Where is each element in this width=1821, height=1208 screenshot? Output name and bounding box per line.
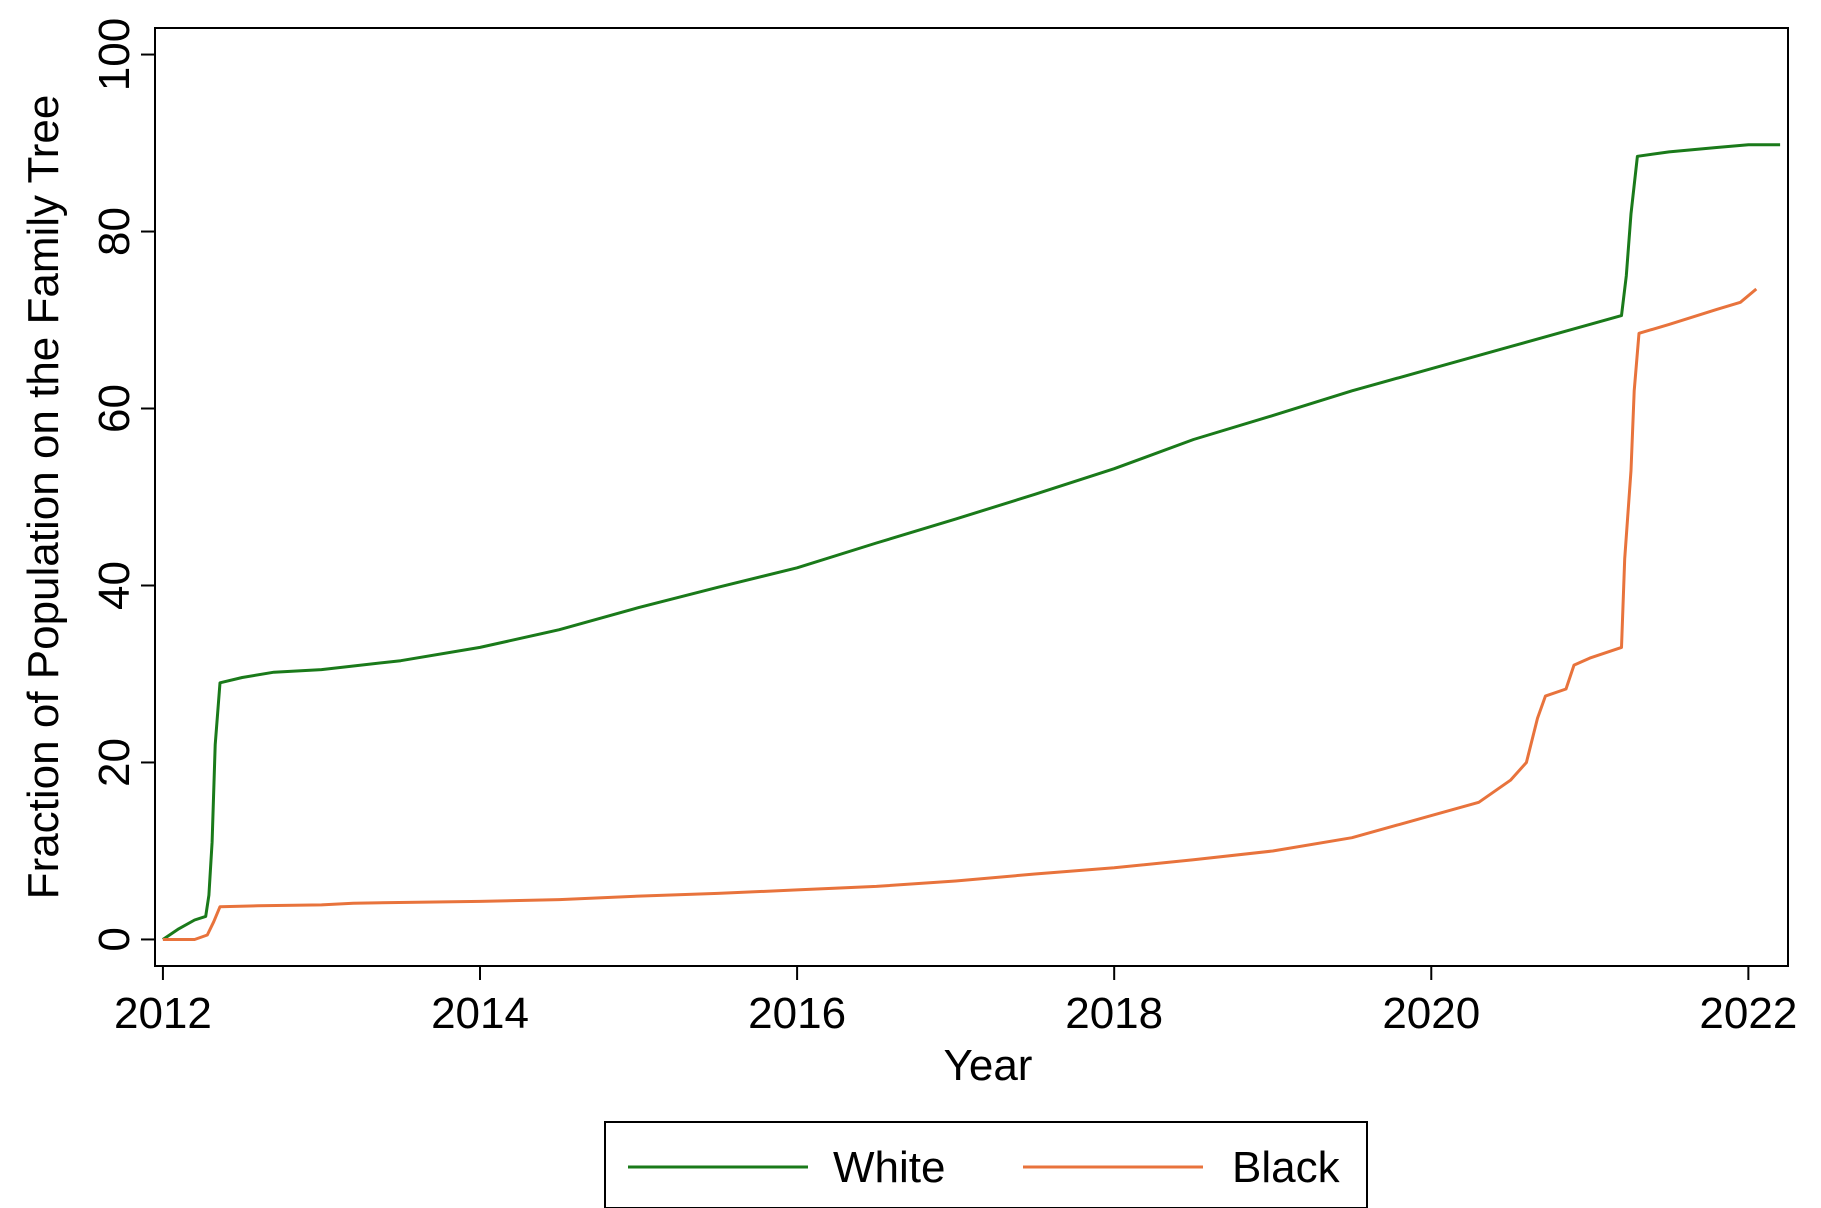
x-tick-label: 2012	[114, 989, 212, 1038]
x-tick-label: 2014	[431, 989, 529, 1038]
legend: White Black	[604, 1121, 1368, 1208]
y-axis-label: Fraction of Population on the Family Tre…	[19, 95, 68, 900]
y-tick-label: 20	[90, 738, 139, 787]
legend-label-white: White	[833, 1143, 945, 1192]
y-tick-label: 60	[90, 384, 139, 433]
legend-label-black: Black	[1232, 1143, 1341, 1192]
y-axis-ticks: 0 20 40 60 80 100	[90, 18, 155, 952]
x-tick-label: 2018	[1065, 989, 1163, 1038]
y-tick-label: 80	[90, 207, 139, 256]
y-tick-label: 40	[90, 561, 139, 610]
x-axis-label: Year	[944, 1041, 1033, 1090]
x-axis-ticks: 2012 2014 2016 2018 2020 2022	[114, 966, 1797, 1038]
series-layer	[162, 143, 1781, 941]
series-line-white	[162, 143, 1781, 941]
x-tick-label: 2022	[1699, 989, 1797, 1038]
legend-box	[604, 1121, 1368, 1208]
x-tick-label: 2016	[748, 989, 846, 1038]
y-tick-label: 0	[90, 927, 139, 951]
series-line-black	[162, 287, 1758, 941]
x-tick-label: 2020	[1382, 989, 1480, 1038]
plot-frame	[154, 27, 1789, 967]
y-tick-label: 100	[90, 18, 139, 91]
